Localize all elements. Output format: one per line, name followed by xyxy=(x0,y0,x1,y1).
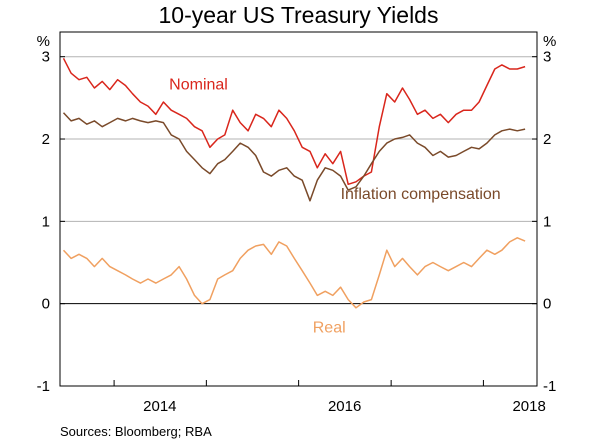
series-labels: Nominal Inflation compensation Real xyxy=(169,77,501,337)
y-unit-right: % xyxy=(543,33,556,50)
series-line-nominal xyxy=(62,57,526,186)
series-line-inflation-compensation xyxy=(62,112,526,202)
series-label-inflation-compensation: Inflation compensation xyxy=(341,186,501,203)
y-tick-label-right: 1 xyxy=(543,213,551,230)
y-tick-label-left: 0 xyxy=(42,296,50,313)
series-label-real: Real xyxy=(313,319,346,336)
x-tick-label: 2016 xyxy=(328,398,361,415)
y-tick-label-right: 2 xyxy=(543,131,551,148)
plot-frame xyxy=(59,31,538,387)
series-label-nominal: Nominal xyxy=(169,77,228,94)
y-tick-label-right: 0 xyxy=(543,296,551,313)
gridlines xyxy=(60,56,537,387)
y-tick-label-left: -1 xyxy=(37,378,50,395)
x-tick-label: 2014 xyxy=(143,398,176,415)
chart-title: 10-year US Treasury Yields xyxy=(158,2,439,28)
y-tick-label-left: 2 xyxy=(42,131,50,148)
y-tick-label-left: 1 xyxy=(42,213,50,230)
y-tick-label-left: 3 xyxy=(42,49,50,66)
tick-labels: -1 -1 0 0 1 1 2 2 3 3% % 2014 2016 2018 xyxy=(37,33,557,415)
y-unit-left: % xyxy=(37,33,50,50)
series-line-real xyxy=(62,237,526,309)
y-tick-label-right: -1 xyxy=(543,378,556,395)
source-note: Sources: Bloomberg; RBA xyxy=(60,424,212,439)
plot-border xyxy=(59,31,538,387)
series-lines xyxy=(62,57,526,309)
x-tick-label: 2018 xyxy=(512,398,545,415)
y-tick-label-right: 3 xyxy=(543,49,551,66)
